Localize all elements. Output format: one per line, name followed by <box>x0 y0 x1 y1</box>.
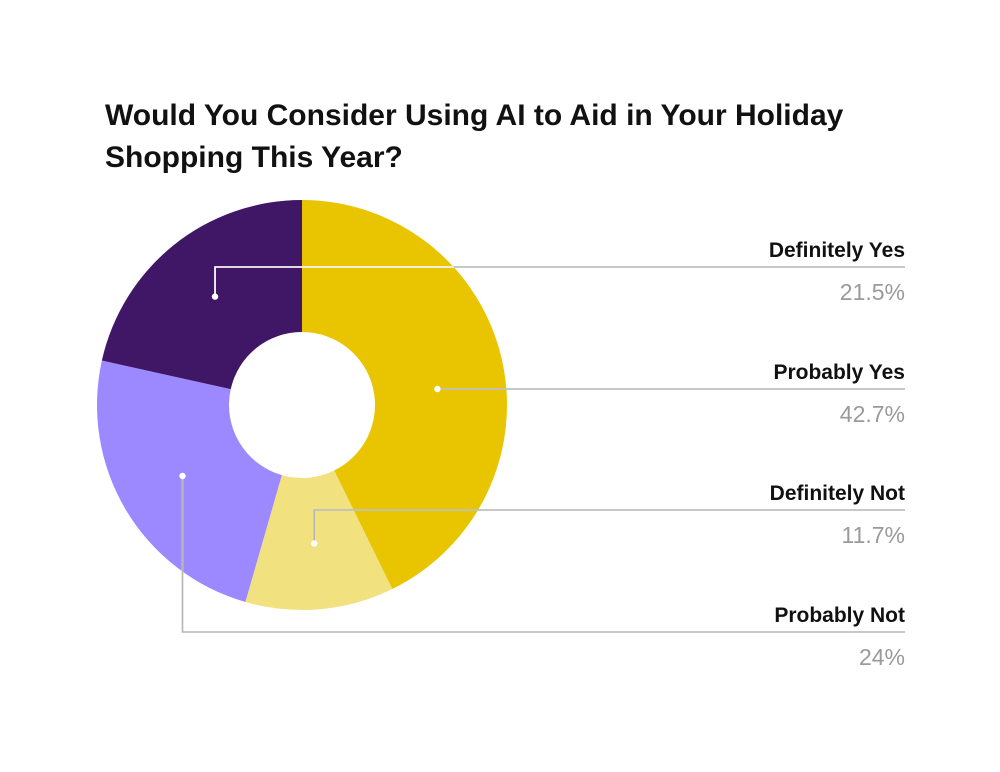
leader-dot-definitely-yes <box>211 293 219 300</box>
leader-lines <box>179 266 905 633</box>
label-probably-yes: Probably Yes <box>773 361 905 384</box>
value-definitely-not: 11.7% <box>841 522 905 548</box>
leader-dot-probably-not <box>179 472 186 480</box>
label-probably-not: Probably Not <box>774 604 905 627</box>
leader-line-definitely-not <box>313 509 905 544</box>
label-definitely-not: Definitely Not <box>770 482 905 505</box>
chart-title-line-1: Would You Consider Using AI to Aid in Yo… <box>105 99 844 132</box>
donut-slices <box>96 200 507 610</box>
slice-probably-yes <box>302 200 507 590</box>
slice-definitely-not <box>245 470 393 610</box>
slice-labels: Definitely Yes 21.5% Probably Yes 42.7% Defi… <box>769 239 905 670</box>
value-probably-yes: 42.7% <box>840 401 905 427</box>
leader-line-probably-not <box>181 476 905 633</box>
leader-line-definitely-yes-inner <box>214 266 507 297</box>
value-probably-not: 24% <box>859 644 905 670</box>
value-definitely-yes: 21.5% <box>840 279 905 305</box>
slice-definitely-yes <box>101 200 303 390</box>
slice-probably-not <box>96 360 282 603</box>
chart-title: Would You Consider Using AI to Aid in Yo… <box>105 95 865 179</box>
leader-dot-definitely-not <box>311 540 318 547</box>
leader-dot-probably-yes <box>434 385 441 393</box>
chart-title-line-2: Shopping This Year? <box>105 141 403 174</box>
label-definitely-yes: Definitely Yes <box>769 239 905 262</box>
